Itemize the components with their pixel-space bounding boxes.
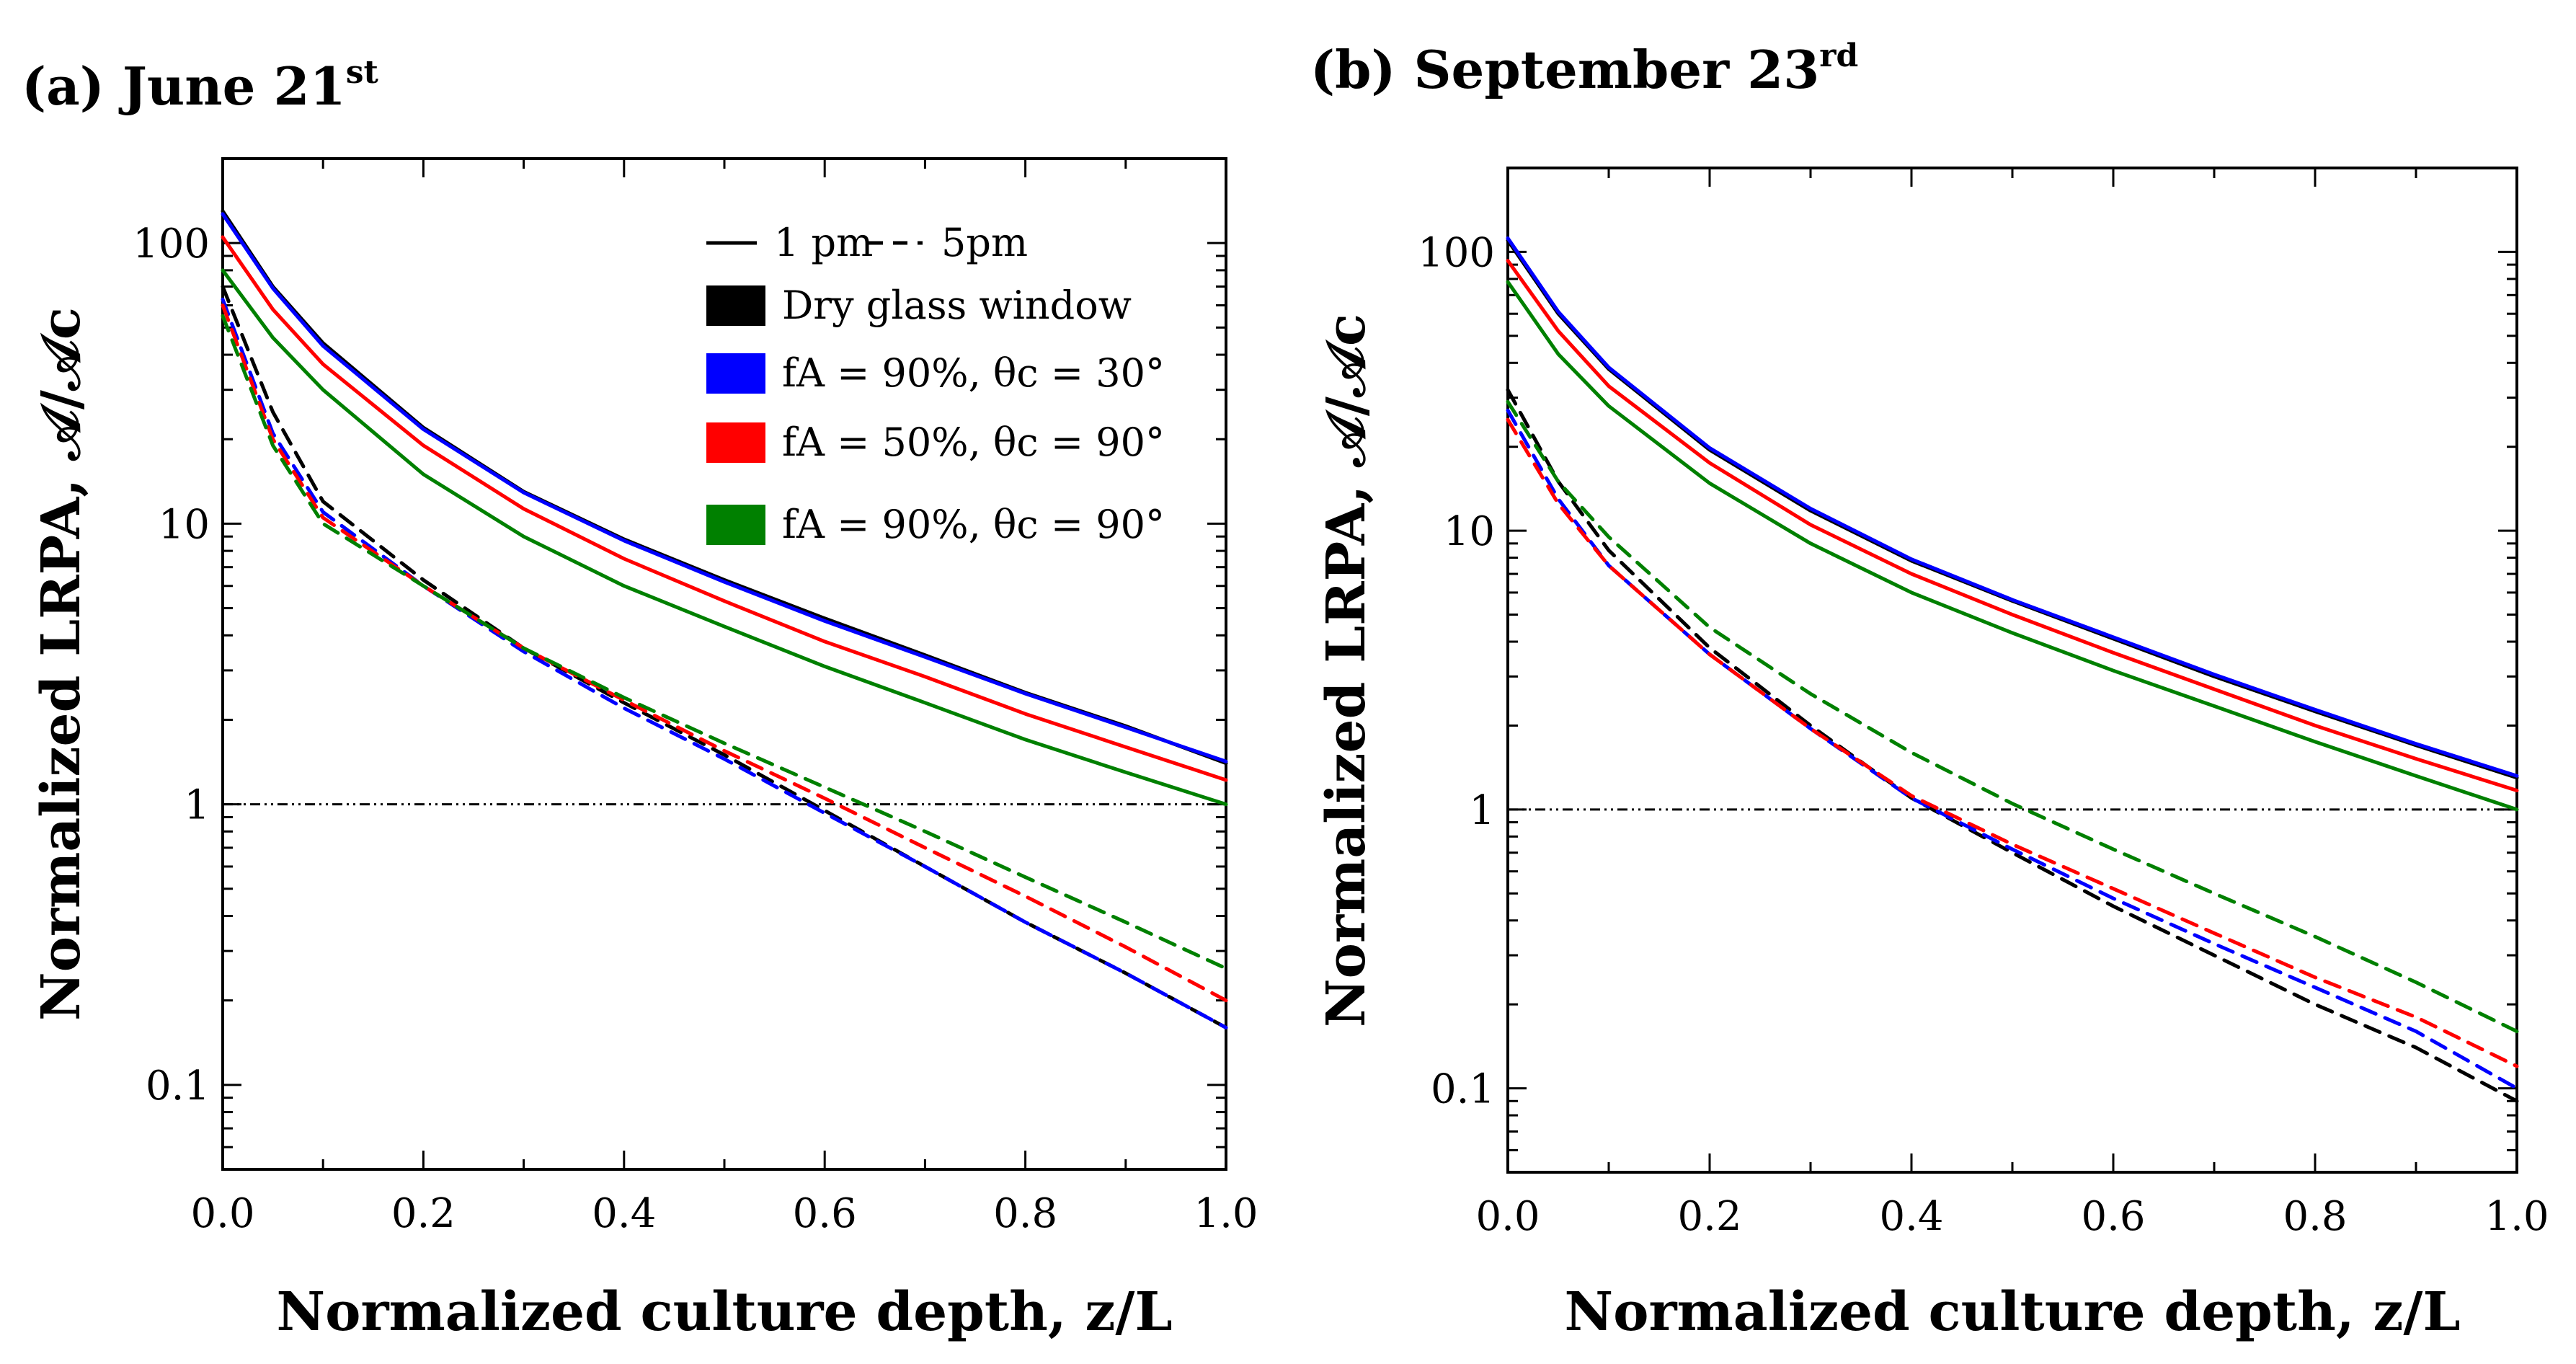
x-tick-label: 0.4 [592,1190,656,1237]
series-line [1506,417,2519,1068]
series-line [1506,236,2519,778]
x-tick-label: 0.8 [993,1190,1057,1237]
panel-b-y-ticks: 0.1 1 10 100 [1418,167,2517,1174]
y-tick-label: 100 [133,221,210,267]
panel-b-plot-frame [1506,167,2518,1174]
y-tick-label: 0.1 [146,1063,210,1110]
y-tick-label: 0.1 [1431,1066,1495,1113]
x-tick-label: 0.6 [2081,1193,2145,1240]
legend-label-dry-glass: Dry glass window [782,283,1132,328]
x-tick-label: 0.2 [391,1190,456,1237]
legend-5pm-label: 5pm [941,220,1028,265]
series-line [221,297,1228,1029]
series-line [1506,280,2519,812]
series-line [1506,399,2519,1034]
series-line [1506,388,2519,1103]
panel-a-x-ticks: 0.0 0.2 0.4 0.6 0.8 1.0 [190,159,1258,1237]
panel-a-series [221,209,1228,1029]
x-tick-label: 0.0 [1475,1193,1540,1240]
legend-label-fa90-tc30: fA = 90%, θc = 30° [782,350,1165,396]
panel-a: (a) June 21st 0.1 1 10 100 0.0 0.2 0.4 0.6 0.8 1… [22,54,1258,1343]
legend-swatch-dry-glass [706,285,765,326]
x-tick-label: 0.8 [2283,1193,2347,1240]
panel-a-y-ticks: 0.1 1 10 100 [133,157,1226,1171]
series-line [221,235,1228,782]
series-line [1506,238,2519,780]
x-tick-label: 1.0 [2484,1193,2549,1240]
series-line [221,314,1228,970]
panel-b-series [1506,236,2519,1103]
x-tick-label: 0.2 [1677,1193,1741,1240]
series-line [221,304,1228,1003]
y-tick-label: 10 [159,501,210,548]
panel-a-x-axis-label: Normalized culture depth, z/L [276,1281,1172,1343]
y-tick-label: 10 [1444,508,1495,555]
x-tick-label: 1.0 [1194,1190,1258,1237]
series-line [1506,259,2519,792]
legend-swatch-fa90-tc30 [706,353,765,394]
x-tick-label: 0.0 [190,1190,254,1237]
panel-b-y-axis-label: Normalized LRPA, 𝒜/𝒜c [1315,314,1377,1027]
legend-swatch-fa50-tc90 [706,422,765,463]
y-tick-label: 100 [1418,229,1495,276]
legend-1pm-label: 1 pm [774,220,873,265]
x-tick-label: 0.6 [793,1190,857,1237]
panel-a-title: (a) June 21st [22,54,378,117]
y-tick-label: 1 [184,782,210,829]
series-line [221,285,1228,1029]
legend-label-fa90-tc90: fA = 90%, θc = 90° [782,502,1165,547]
legend-label-fa50-tc90: fA = 50%, θc = 90° [782,420,1165,465]
panel-b-x-ticks: 0.0 0.2 0.4 0.6 0.8 1.0 [1475,168,2549,1240]
legend-swatch-fa90-tc90 [706,505,765,545]
legend: 1 pm 5pm Dry glass window fA = 90%, θc =… [706,220,1165,547]
series-line [1506,408,2519,1091]
panel-b-x-axis-label: Normalized culture depth, z/L [1564,1281,2460,1343]
x-tick-label: 0.4 [1879,1193,1943,1240]
panel-a-y-axis-label: Normalized LRPA, 𝒜/𝒜c [30,307,92,1021]
series-line [221,212,1228,763]
series-line [221,268,1228,807]
y-tick-label: 1 [1469,787,1495,834]
panel-b-title: (b) September 23rd [1310,37,1858,100]
